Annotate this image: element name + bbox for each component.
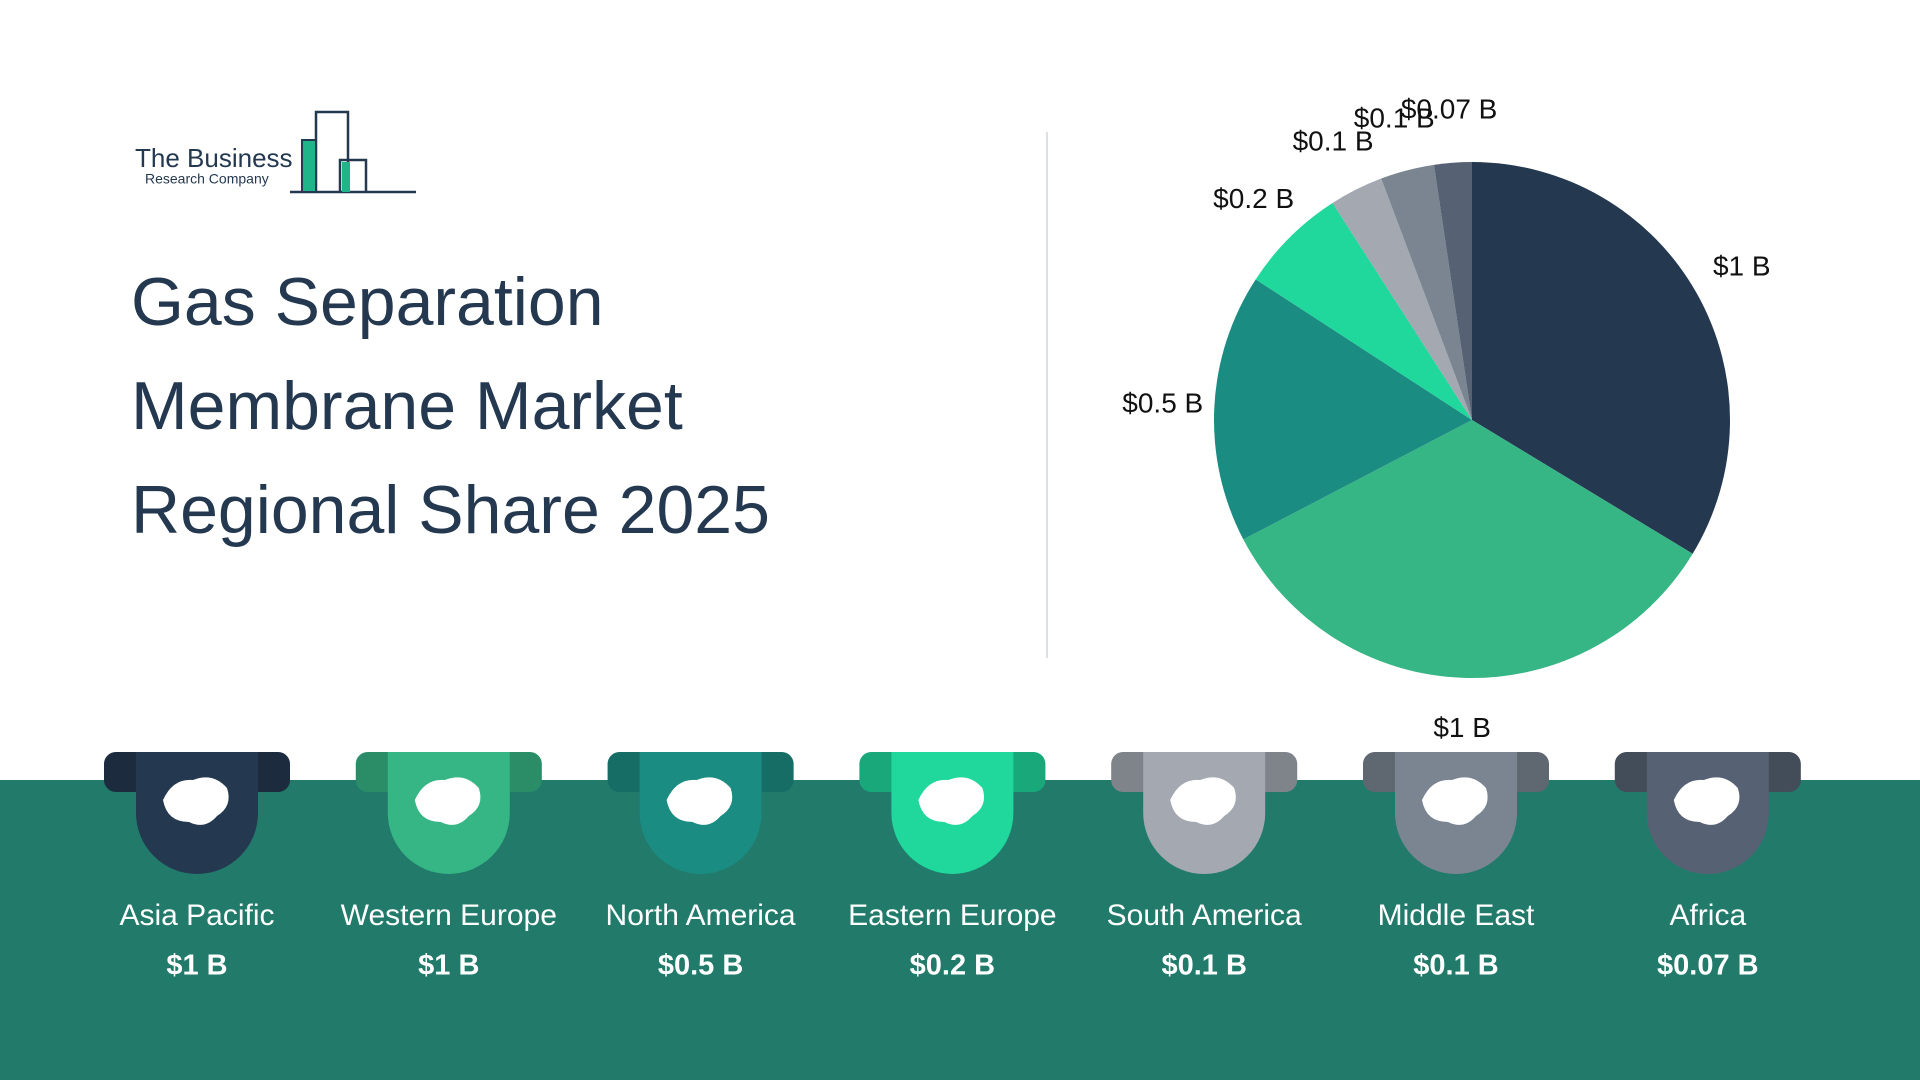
region-icon [1673,777,1740,825]
region-value: $1 B [418,950,479,982]
pie-slice [1255,202,1472,420]
logo-bar [342,162,350,192]
region-value: $0.1 B [1413,950,1498,982]
region-icon [163,777,229,825]
logo-text: The Business [135,143,293,173]
region-icon [1422,777,1488,825]
logo-bar [301,139,317,193]
region-icon [414,777,481,825]
region-name: South America [1107,899,1302,932]
region-value: $0.07 B [1657,950,1759,982]
region-name: Africa [1669,899,1746,932]
data-label: $1 B [1433,712,1491,743]
region-value: $0.1 B [1161,950,1246,982]
region-name: Middle East [1378,899,1535,932]
region-name: North America [606,899,796,932]
data-label: $0.07 B [1401,94,1498,125]
region-name: Eastern Europe [848,899,1056,932]
region-value: $0.2 B [910,950,995,982]
logo: The Business Research Company [135,110,416,194]
data-label: $0.1 B [1354,103,1435,134]
region-icon [918,777,985,825]
pie-slice [1214,279,1472,540]
pie-slice [1381,164,1472,420]
region-value: $1 B [166,950,227,982]
region-icon [666,777,733,825]
chart-title: Gas Separation Membrane Market Regional … [131,264,770,548]
pie-slice [1243,420,1693,679]
region-name: Asia Pacific [119,899,274,932]
pie-slice [1472,162,1730,554]
region-name: Western Europe [341,899,557,932]
pie-slice [1433,162,1472,420]
logo-subtext: Research Company [145,171,269,187]
pie-slice [1332,178,1472,420]
data-label: $0.5 B [1122,388,1203,419]
region-value: $0.5 B [658,950,743,982]
data-label: $0.1 B [1293,126,1374,157]
data-label: $0.2 B [1213,183,1294,214]
region-icon [1170,777,1236,825]
data-label: $1 B [1713,250,1771,281]
